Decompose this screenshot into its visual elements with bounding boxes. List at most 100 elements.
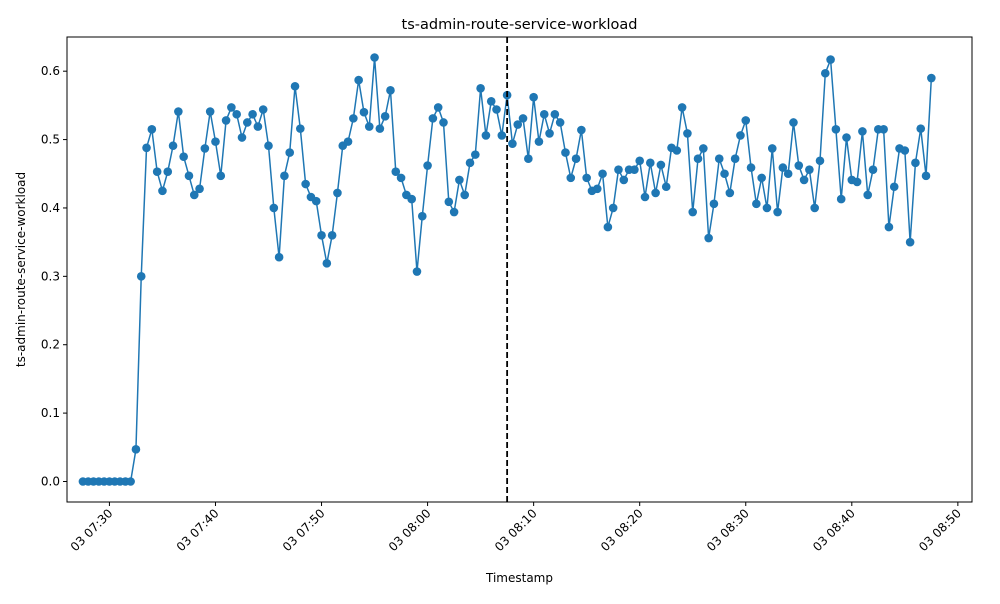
data-point-10 (131, 445, 141, 454)
x-tick-label-8: 03 08:50 (916, 506, 964, 554)
y-tick-label-0: 0.0 (41, 474, 60, 488)
data-point-19 (179, 152, 188, 161)
x-tick-label-7: 03 08:40 (810, 506, 858, 554)
x-tick-label-0: 03 07:30 (68, 506, 116, 554)
data-point-90 (555, 118, 565, 127)
data-point-156 (905, 237, 915, 247)
data-point-95 (582, 173, 591, 183)
data-point-152 (884, 222, 894, 232)
data-point-107 (646, 158, 655, 168)
data-point-110 (661, 182, 671, 192)
data-point-94 (577, 125, 586, 135)
data-point-88 (545, 129, 554, 138)
data-point-36 (269, 203, 279, 213)
data-point-35 (264, 141, 273, 151)
data-point-26 (216, 171, 226, 181)
data-point-38 (280, 171, 289, 181)
data-point-129 (762, 203, 772, 213)
x-tick-label-5: 03 08:20 (598, 506, 646, 554)
data-point-79 (497, 131, 507, 140)
data-point-75 (476, 83, 485, 93)
data-point-122 (725, 188, 735, 198)
data-point-102 (619, 175, 629, 185)
data-point-40 (290, 81, 300, 91)
data-point-13 (147, 125, 157, 134)
x-axis: 03 07:30 03 07:40 03 07:50 03 08:00 03 08:10… (68, 502, 964, 554)
data-point-71 (455, 175, 464, 185)
data-point-105 (635, 156, 644, 166)
data-point-137 (805, 165, 814, 174)
data-point-11 (136, 272, 146, 281)
plot-frame (66, 36, 973, 503)
data-point-34 (258, 105, 268, 114)
data-point-149 (868, 165, 878, 174)
data-point-136 (799, 175, 809, 185)
data-point-106 (640, 192, 650, 202)
data-point-128 (757, 173, 766, 183)
data-point-120 (714, 154, 724, 164)
data-point-51 (349, 114, 358, 123)
data-point-16 (163, 167, 173, 177)
data-point-65 (423, 161, 432, 170)
data-point-58 (386, 86, 395, 95)
data-point-125 (741, 116, 751, 125)
data-point-127 (752, 199, 761, 209)
data-point-60 (396, 173, 406, 183)
data-point-12 (142, 143, 151, 153)
data-point-14 (152, 167, 162, 177)
data-point-48 (333, 188, 342, 198)
plot-area (78, 37, 936, 502)
data-point-118 (704, 233, 713, 243)
data-point-115 (688, 207, 698, 217)
data-point-54 (364, 122, 374, 131)
data-point-91 (561, 148, 570, 157)
data-point-141 (826, 55, 835, 64)
data-point-17 (168, 141, 178, 151)
data-point-143 (836, 194, 846, 204)
data-point-130 (767, 144, 777, 153)
data-point-148 (863, 190, 873, 200)
y-tick-label-5: 0.5 (41, 133, 60, 147)
data-point-62 (407, 194, 416, 204)
data-point-39 (285, 148, 295, 157)
data-point-37 (274, 252, 284, 262)
data-point-100 (608, 203, 618, 213)
data-point-151 (879, 125, 888, 134)
data-point-132 (778, 163, 788, 172)
data-point-53 (359, 107, 369, 117)
y-axis-title: ts-admin-route-service-workload (14, 172, 28, 367)
data-point-108 (651, 188, 660, 198)
data-point-92 (566, 173, 576, 183)
data-point-76 (481, 131, 491, 140)
data-point-99 (603, 222, 613, 232)
data-point-157 (911, 158, 920, 168)
data-point-47 (327, 231, 337, 240)
data-point-158 (916, 124, 926, 133)
x-tick-label-4: 03 08:10 (492, 506, 540, 554)
data-point-85 (529, 92, 538, 102)
data-point-23 (200, 144, 210, 153)
data-point-101 (614, 165, 623, 174)
data-point-50 (343, 137, 353, 146)
x-axis-title: Timestamp (485, 571, 553, 585)
x-tick-label-3: 03 08:00 (386, 506, 434, 554)
data-point-139 (815, 156, 825, 166)
data-point-29 (232, 109, 241, 119)
y-tick-label-3: 0.3 (41, 269, 60, 283)
data-point-31 (242, 118, 252, 127)
data-point-81 (508, 139, 517, 148)
data-point-73 (465, 158, 475, 168)
data-point-87 (539, 109, 549, 119)
data-point-112 (672, 146, 682, 155)
data-point-113 (677, 103, 687, 112)
data-point-86 (534, 137, 544, 146)
y-tick-label-1: 0.1 (41, 406, 60, 420)
data-point-140 (820, 68, 830, 78)
data-point-15 (158, 186, 167, 196)
x-tick-label-1: 03 07:40 (174, 506, 222, 554)
data-point-134 (789, 118, 798, 127)
data-point-59 (391, 167, 401, 177)
y-tick-label-4: 0.4 (41, 201, 60, 215)
data-point-117 (699, 144, 708, 153)
